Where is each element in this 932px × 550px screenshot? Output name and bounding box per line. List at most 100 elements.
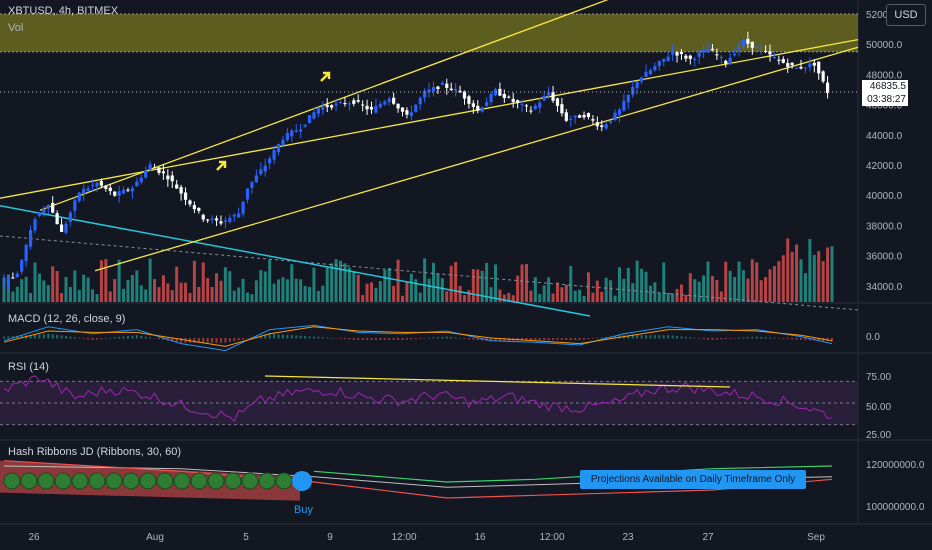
- volume-bar: [33, 262, 37, 302]
- candle-body: [817, 61, 821, 74]
- volume-bar: [715, 279, 719, 302]
- candle-body: [347, 103, 351, 105]
- volume-bar: [139, 285, 143, 302]
- volume-bar: [42, 280, 46, 302]
- volume-bar: [51, 266, 55, 302]
- candle-body: [750, 41, 754, 48]
- hash-signal-circle: [224, 472, 242, 490]
- volume-bar: [533, 277, 537, 302]
- macd-histogram-bar: [525, 338, 528, 341]
- volume-bar: [750, 259, 754, 302]
- volume-bar: [830, 246, 834, 302]
- candle-body: [210, 218, 214, 220]
- volume-bar: [498, 289, 502, 302]
- price-tick-2: 48000.0: [866, 70, 903, 81]
- candle-body: [511, 98, 515, 102]
- volume-bar: [201, 262, 205, 302]
- hash-green-line: [313, 465, 833, 483]
- candle-body: [343, 103, 347, 105]
- volume-bar: [166, 283, 170, 302]
- macd-histogram-bar: [388, 338, 391, 340]
- volume-label: Vol: [8, 22, 24, 34]
- macd-histogram-bar: [78, 337, 81, 339]
- macd-histogram-bar: [751, 336, 754, 339]
- macd-histogram-bar: [224, 338, 227, 343]
- candle-body: [480, 107, 484, 112]
- candle-body: [268, 158, 272, 164]
- volume-bar: [551, 293, 555, 302]
- channel-upper-extended: [39, 0, 609, 211]
- macd-histogram-bar: [290, 335, 293, 339]
- bar-countdown: 03:38:27: [867, 94, 906, 105]
- macd-histogram-bar: [738, 337, 741, 339]
- macd-histogram-bar: [361, 338, 364, 340]
- macd-histogram-bar: [153, 338, 156, 339]
- candle-body: [183, 192, 188, 200]
- candle-body: [290, 130, 294, 137]
- volume-bar: [29, 293, 33, 302]
- currency-button[interactable]: USD: [886, 4, 926, 26]
- macd-histogram-bar: [308, 336, 311, 339]
- candle-body: [781, 59, 785, 63]
- macd-histogram-bar: [197, 338, 200, 343]
- candle-body: [564, 112, 568, 121]
- macd-histogram-bar: [436, 337, 439, 339]
- candle-body: [113, 191, 117, 196]
- candle-body: [595, 122, 599, 127]
- candle-body: [741, 39, 746, 47]
- volume-bar: [454, 261, 458, 302]
- volume-bar: [467, 290, 471, 302]
- candle-body: [445, 83, 449, 88]
- candle-body: [786, 63, 790, 67]
- macd-histogram-bar: [676, 336, 679, 339]
- candle-body: [790, 62, 794, 66]
- macd-histogram-bar: [605, 336, 608, 339]
- volume-bar: [795, 244, 799, 302]
- candle-body: [684, 55, 688, 59]
- macd-histogram-bar: [64, 336, 67, 339]
- volume-bar: [538, 294, 542, 302]
- candle-body: [573, 115, 577, 118]
- macd-histogram-bar: [295, 335, 298, 339]
- volume-bar: [640, 268, 644, 302]
- macd-histogram-bar: [463, 338, 466, 339]
- candle-body: [378, 104, 382, 108]
- volume-bar: [343, 263, 347, 302]
- macd-histogram-bar: [135, 335, 138, 339]
- volume-bar: [290, 264, 294, 302]
- candle-body: [569, 118, 573, 120]
- volume-bar: [294, 278, 298, 302]
- candle-body: [502, 94, 506, 99]
- hash-signal-circle: [122, 472, 140, 490]
- volume-bar: [826, 247, 830, 302]
- candle-body: [555, 98, 560, 106]
- candle-body: [715, 54, 719, 56]
- volume-bar: [516, 275, 520, 302]
- macd-histogram-bar: [476, 338, 479, 341]
- volume-bar: [657, 293, 661, 302]
- macd-histogram-bar: [596, 337, 599, 339]
- candle-body: [299, 129, 303, 132]
- volume-bar: [799, 259, 803, 302]
- macd-histogram-bar: [556, 338, 559, 340]
- macd-histogram-bar: [157, 338, 160, 340]
- volume-bar: [808, 239, 812, 302]
- volume-bar: [73, 270, 77, 302]
- macd-histogram-bar: [574, 338, 577, 340]
- macd-histogram-bar: [645, 335, 648, 339]
- volume-bar: [803, 273, 807, 302]
- macd-histogram-bar: [543, 338, 546, 340]
- volume-bar: [175, 266, 179, 302]
- candle-body: [6, 278, 11, 283]
- volume-bar: [86, 277, 90, 302]
- candle-body: [604, 124, 608, 129]
- macd-histogram-bar: [140, 335, 143, 339]
- rsi-line: [3, 375, 833, 423]
- candle-body: [706, 48, 710, 53]
- volume-bar: [414, 279, 418, 302]
- candle-body: [365, 105, 369, 110]
- macd-histogram-bar: [405, 338, 408, 340]
- volume-bar: [170, 290, 174, 302]
- volume-bar: [206, 278, 210, 302]
- volume-bar: [148, 258, 152, 302]
